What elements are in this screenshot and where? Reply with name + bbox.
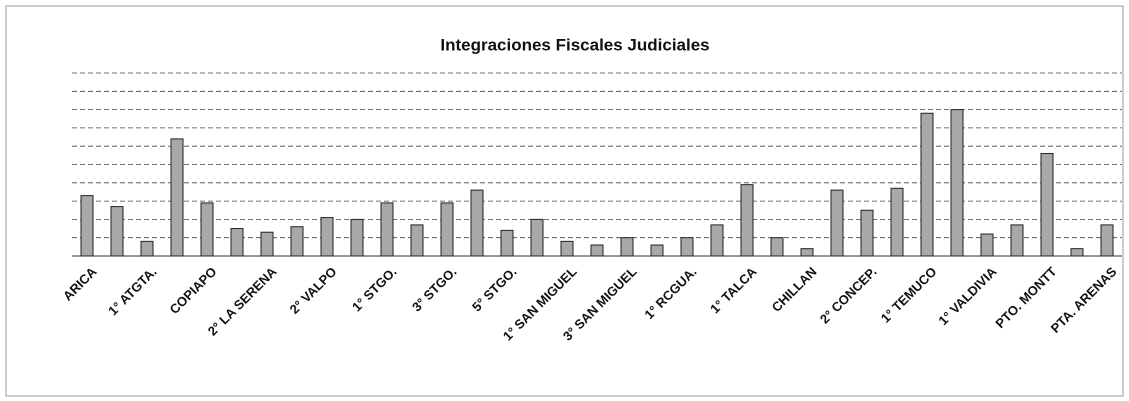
bar xyxy=(890,187,904,257)
bar xyxy=(770,237,784,257)
bar xyxy=(680,237,694,257)
bar xyxy=(530,218,544,257)
bar xyxy=(230,228,244,257)
bar xyxy=(950,109,964,257)
x-tick-label: 1° VALDIVIA xyxy=(935,264,1000,329)
bar xyxy=(560,240,574,257)
x-tick-label: 3° STGO. xyxy=(409,264,460,315)
bar xyxy=(290,226,304,257)
x-tick-label: COPIAPO xyxy=(167,264,220,317)
bar xyxy=(710,224,724,257)
bar xyxy=(590,244,604,257)
bar xyxy=(470,189,484,257)
bar xyxy=(500,229,514,257)
chart-frame xyxy=(5,5,1124,397)
x-tick-label: 1° TEMUCO xyxy=(878,264,940,326)
bar xyxy=(410,224,424,257)
bar xyxy=(830,189,844,257)
bar xyxy=(1070,248,1084,257)
bar xyxy=(1040,153,1054,257)
bar xyxy=(140,240,154,257)
bar xyxy=(740,184,754,257)
x-tick-label: 1° RCGUA. xyxy=(641,264,699,322)
x-tick-label: 2° VALPO xyxy=(287,264,340,317)
x-tick-label: 5° STGO. xyxy=(469,264,520,315)
x-tick-label: 1° ATGTA. xyxy=(105,264,159,318)
bar xyxy=(110,206,124,257)
bar xyxy=(440,202,454,257)
bar xyxy=(260,231,274,257)
bar xyxy=(620,237,634,257)
bar xyxy=(1010,224,1024,257)
bar xyxy=(380,202,394,257)
x-tick-label: CHILLAN xyxy=(769,264,820,315)
x-tick-label: 1° STGO. xyxy=(349,264,400,315)
x-tick-label: ARICA xyxy=(60,264,100,304)
chart-title: Integraciones Fiscales Judiciales xyxy=(440,35,709,54)
bar xyxy=(170,138,184,257)
bar xyxy=(350,218,364,257)
bar xyxy=(980,233,994,257)
bar xyxy=(650,244,664,257)
bar xyxy=(860,209,874,257)
bar xyxy=(1100,224,1114,257)
bar xyxy=(80,195,94,257)
bar xyxy=(920,112,934,257)
bar xyxy=(320,217,334,257)
bar xyxy=(200,202,214,257)
x-tick-label: PTO. MONTT xyxy=(992,264,1059,331)
x-tick-label: 1° TALCA xyxy=(707,264,760,317)
x-tick-label: 2° CONCEP. xyxy=(817,264,880,327)
bar xyxy=(800,248,814,257)
